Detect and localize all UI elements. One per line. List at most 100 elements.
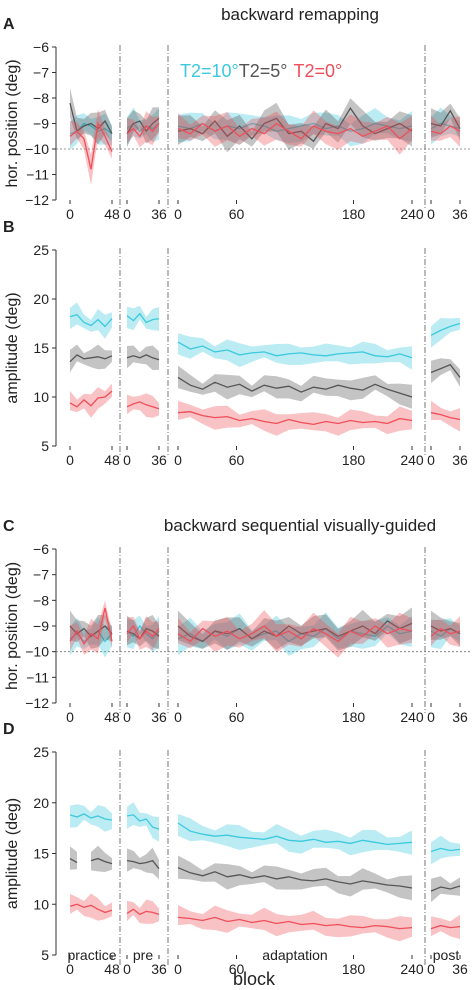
x-tick-label: 240	[400, 961, 424, 977]
phase-label: practice	[67, 947, 116, 963]
x-tick-label: 180	[342, 452, 366, 468]
error-band	[127, 393, 159, 418]
error-band	[91, 845, 112, 872]
series-line	[430, 122, 461, 130]
series-line	[430, 363, 461, 378]
series-line	[177, 376, 413, 398]
series-line	[69, 903, 113, 914]
y-tick-label: 25	[33, 744, 49, 760]
y-tick-label: 5	[41, 947, 49, 963]
series-line	[69, 354, 113, 363]
y-tick-label: −6	[33, 541, 49, 557]
y-tick-label: −12	[25, 695, 49, 711]
phase-label: post	[433, 947, 460, 963]
series-line	[177, 822, 413, 846]
series-line	[69, 121, 113, 170]
x-tick-label: 0	[66, 961, 74, 977]
x-tick-label: 0	[66, 206, 74, 222]
y-tick-label: −10	[25, 644, 49, 660]
x-tick-label: 36	[151, 709, 167, 725]
error-band	[178, 610, 412, 658]
x-tick-label: 36	[452, 709, 468, 725]
y-axis-label: hor. position (deg)	[4, 59, 21, 187]
series-line	[126, 354, 160, 361]
series-line	[69, 607, 113, 646]
series-line	[177, 341, 413, 359]
x-tick-label: 0	[174, 206, 182, 222]
series-line	[126, 908, 160, 916]
x-tick-label: 0	[174, 452, 182, 468]
y-axis-label: hor. position (deg)	[4, 562, 21, 690]
error-band	[178, 365, 412, 409]
series-line	[90, 857, 113, 865]
legend-item: T2=5°	[239, 61, 288, 81]
y-tick-label: 15	[33, 340, 49, 356]
series-line	[430, 109, 461, 129]
series-line	[430, 627, 461, 637]
error-band	[178, 400, 412, 436]
x-tick-label: 36	[151, 961, 167, 977]
x-tick-label: 0	[427, 206, 435, 222]
panel-letter: B	[3, 219, 15, 236]
y-tick-label: −8	[33, 592, 49, 608]
x-axis-label: block	[233, 969, 276, 989]
y-tick-label: −11	[26, 669, 49, 685]
y-tick-label: 10	[33, 896, 49, 912]
y-tick-label: 25	[33, 242, 49, 258]
error-band	[178, 813, 412, 856]
x-tick-label: 0	[66, 452, 74, 468]
error-band	[70, 113, 112, 150]
y-tick-label: 5	[41, 438, 49, 454]
x-tick-label: 240	[400, 709, 424, 725]
x-tick-label: 0	[123, 709, 131, 725]
series-line	[69, 390, 113, 408]
error-band	[178, 607, 412, 651]
y-axis-label: amplitude (deg)	[4, 292, 21, 403]
legend-text: T2=10°T2=5° T2=0°	[180, 61, 342, 81]
x-tick-label: 36	[151, 206, 167, 222]
x-tick-label: 36	[452, 961, 468, 977]
x-tick-label: 180	[342, 206, 366, 222]
error-band	[127, 899, 159, 924]
error-band	[178, 110, 412, 155]
error-band	[127, 616, 159, 651]
y-tick-label: 20	[33, 291, 49, 307]
error-band	[431, 107, 460, 145]
error-band	[127, 345, 159, 371]
error-band	[178, 333, 412, 370]
x-tick-label: 36	[452, 206, 468, 222]
series-line	[430, 885, 461, 892]
x-tick-label: 48	[104, 452, 120, 468]
series-line	[177, 916, 413, 930]
error-band	[127, 107, 159, 148]
series-line	[69, 813, 113, 821]
error-band	[178, 612, 412, 656]
x-tick-label: 0	[174, 709, 182, 725]
x-tick-label: 60	[229, 961, 245, 977]
series-line	[69, 313, 113, 328]
error-band	[127, 802, 159, 842]
series-line	[430, 412, 461, 421]
x-tick-label: 0	[174, 961, 182, 977]
y-tick-label: 15	[33, 846, 49, 862]
series-line	[126, 627, 160, 640]
x-tick-label: 48	[104, 709, 120, 725]
y-tick-label: 20	[33, 795, 49, 811]
panel-letter: D	[3, 721, 15, 738]
x-tick-label: 48	[104, 961, 120, 977]
error-band	[127, 615, 159, 650]
error-band	[431, 618, 460, 650]
x-tick-label: 36	[452, 452, 468, 468]
series-line	[177, 625, 413, 643]
error-band	[127, 111, 159, 148]
x-tick-label: 36	[151, 452, 167, 468]
error-band	[431, 358, 460, 387]
x-tick-label: 0	[66, 709, 74, 725]
y-tick-label: 10	[33, 389, 49, 405]
phase-label: adaptation	[262, 947, 327, 963]
x-tick-label: 0	[123, 452, 131, 468]
